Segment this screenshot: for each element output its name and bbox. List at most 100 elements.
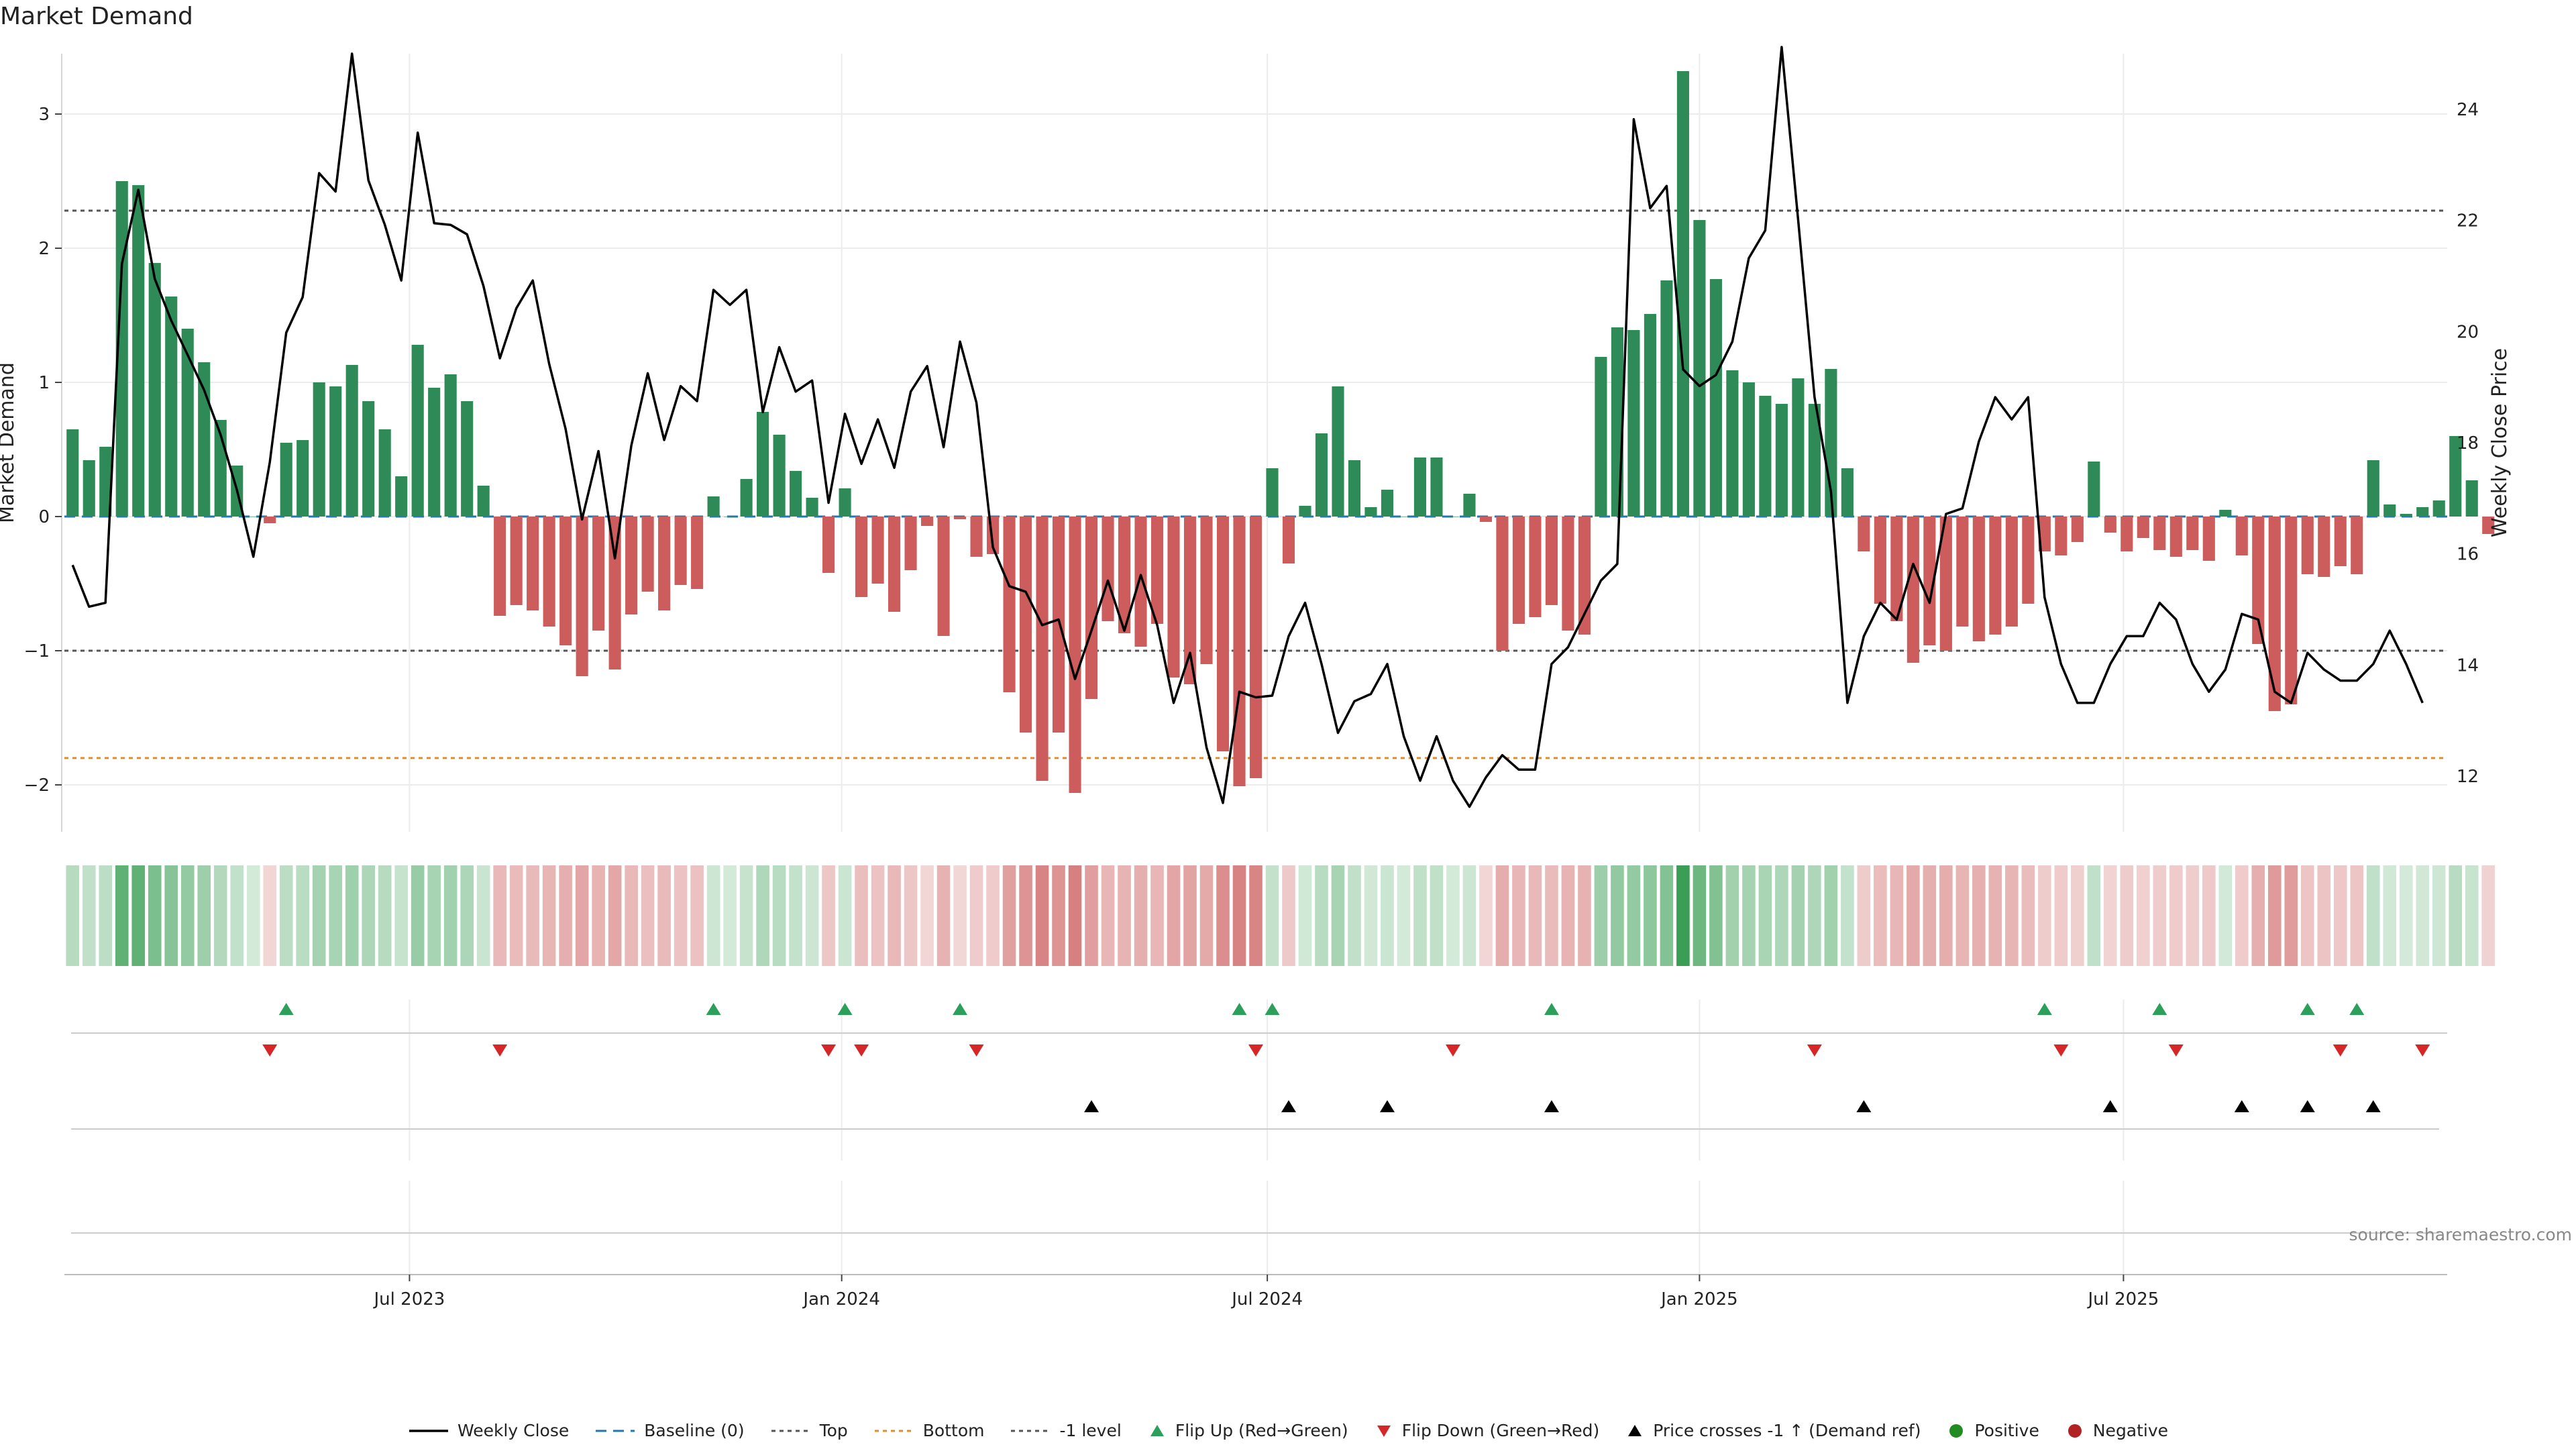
demand-bar (165, 297, 178, 517)
strip-cell (1134, 865, 1148, 966)
demand-bar (2465, 480, 2478, 517)
legend-item-bottom: Bottom (873, 1421, 984, 1440)
x-tick-label: Jul 2025 (2087, 1289, 2159, 1309)
strip-cell (1085, 865, 1098, 966)
demand-bar (1545, 517, 1558, 605)
strip-cell (1052, 865, 1065, 966)
x-tick-label: Jan 2025 (1660, 1289, 1738, 1309)
strip-cell (2120, 865, 2134, 966)
demand-bar (362, 401, 375, 517)
strip-cell (2267, 865, 2282, 966)
cross-marker (1544, 1100, 1559, 1112)
strip-cell (2416, 865, 2430, 966)
strip-cell (2399, 865, 2413, 966)
strip-cell (1462, 865, 1477, 966)
demand-bar (937, 517, 950, 636)
strip-cell (1709, 865, 1723, 966)
strip-cell (476, 865, 490, 966)
strip-cell (443, 865, 458, 966)
demand-bar (674, 517, 687, 585)
demand-bar (2005, 517, 2018, 627)
strip-cell (969, 865, 983, 966)
strip-cell (1791, 865, 1805, 966)
demand-heat-strip (66, 865, 2496, 966)
strip-cell (1315, 865, 1328, 966)
demand-bar (1167, 517, 1180, 678)
demand-bar (527, 517, 539, 610)
y-tick-label: 2 (38, 239, 50, 259)
flip-down-marker (2332, 1044, 2348, 1057)
strip-cell (2169, 865, 2183, 966)
strip-cell (1413, 865, 1427, 966)
strip-cell (706, 865, 720, 966)
strip-cell (1824, 865, 1838, 966)
strip-cell (460, 865, 474, 966)
strip-cell (164, 865, 178, 966)
demand-bar (1019, 517, 1032, 733)
demand-bar (2432, 500, 2445, 517)
demand-bar (1463, 494, 1476, 517)
demand-bar (904, 517, 917, 570)
strip-cell (592, 865, 605, 966)
strip-cell (1282, 865, 1295, 966)
strip-cell (1381, 865, 1394, 966)
legend-item-price: Weekly Close (408, 1421, 569, 1440)
strip-cell (1874, 865, 1887, 966)
strip-cell (871, 865, 885, 966)
flip-up-marker (2037, 1003, 2052, 1015)
demand-bar (1923, 517, 1936, 645)
demand-bar (543, 517, 555, 627)
demand-bar (2022, 517, 2035, 604)
strip-cell (1528, 865, 1542, 966)
demand-bar (1989, 517, 2002, 635)
price-legend-symbol (409, 1429, 448, 1432)
strip-cell (608, 865, 622, 966)
demand-bar (1972, 517, 1985, 641)
strip-cell (1972, 865, 1986, 966)
demand-bar (461, 401, 474, 517)
strip-cell (1364, 865, 1378, 966)
demand-bar (2202, 517, 2215, 561)
demand-bar (1233, 517, 1246, 786)
demand-bar (1907, 517, 1919, 663)
strip-cell (427, 865, 441, 966)
demand-bar (1595, 357, 1607, 517)
top-legend-symbol (771, 1430, 810, 1432)
demand-bar (510, 517, 523, 605)
strip-cell (180, 865, 195, 966)
strip-cell (82, 865, 96, 966)
strip-cell (1068, 865, 1082, 966)
y-tick-label: −2 (24, 775, 50, 796)
demand-bar (477, 486, 490, 517)
demand-bar (1249, 517, 1263, 778)
demand-bar (66, 429, 79, 517)
legend-marker (1628, 1424, 1642, 1436)
legend-item-baseline: Baseline (0) (594, 1421, 745, 1440)
strip-cell (2317, 865, 2331, 966)
y-tick-label: 0 (38, 507, 50, 527)
strip-cell (1298, 865, 1312, 966)
legend-label: Flip Up (Red→Green) (1175, 1421, 1348, 1440)
demand-bar (1709, 279, 1722, 517)
demand-bar (2449, 436, 2462, 517)
chart-title: Market Demand (0, 3, 193, 30)
strip-cell (2202, 865, 2216, 966)
strip-cell (1676, 865, 1690, 966)
y-tick-label: 3 (38, 105, 50, 125)
strip-cell (345, 865, 359, 966)
demand-bar (608, 517, 621, 669)
strip-cell (1627, 865, 1641, 966)
demand-bar (1808, 404, 1821, 517)
strip-cell (1479, 865, 1493, 966)
demand-bar (2301, 517, 2314, 574)
y2-tick-label: 12 (2457, 767, 2479, 787)
flip-down-marker (2168, 1044, 2184, 1057)
strip-cell (1660, 865, 1674, 966)
strip-cell (855, 865, 868, 966)
demand-bar (1841, 468, 1854, 517)
strip-cell (2153, 865, 2167, 966)
demand-bar (1332, 386, 1344, 517)
demand-bar (1742, 382, 1755, 517)
y2-tick-label: 14 (2457, 655, 2479, 676)
strip-cell (986, 865, 1000, 966)
